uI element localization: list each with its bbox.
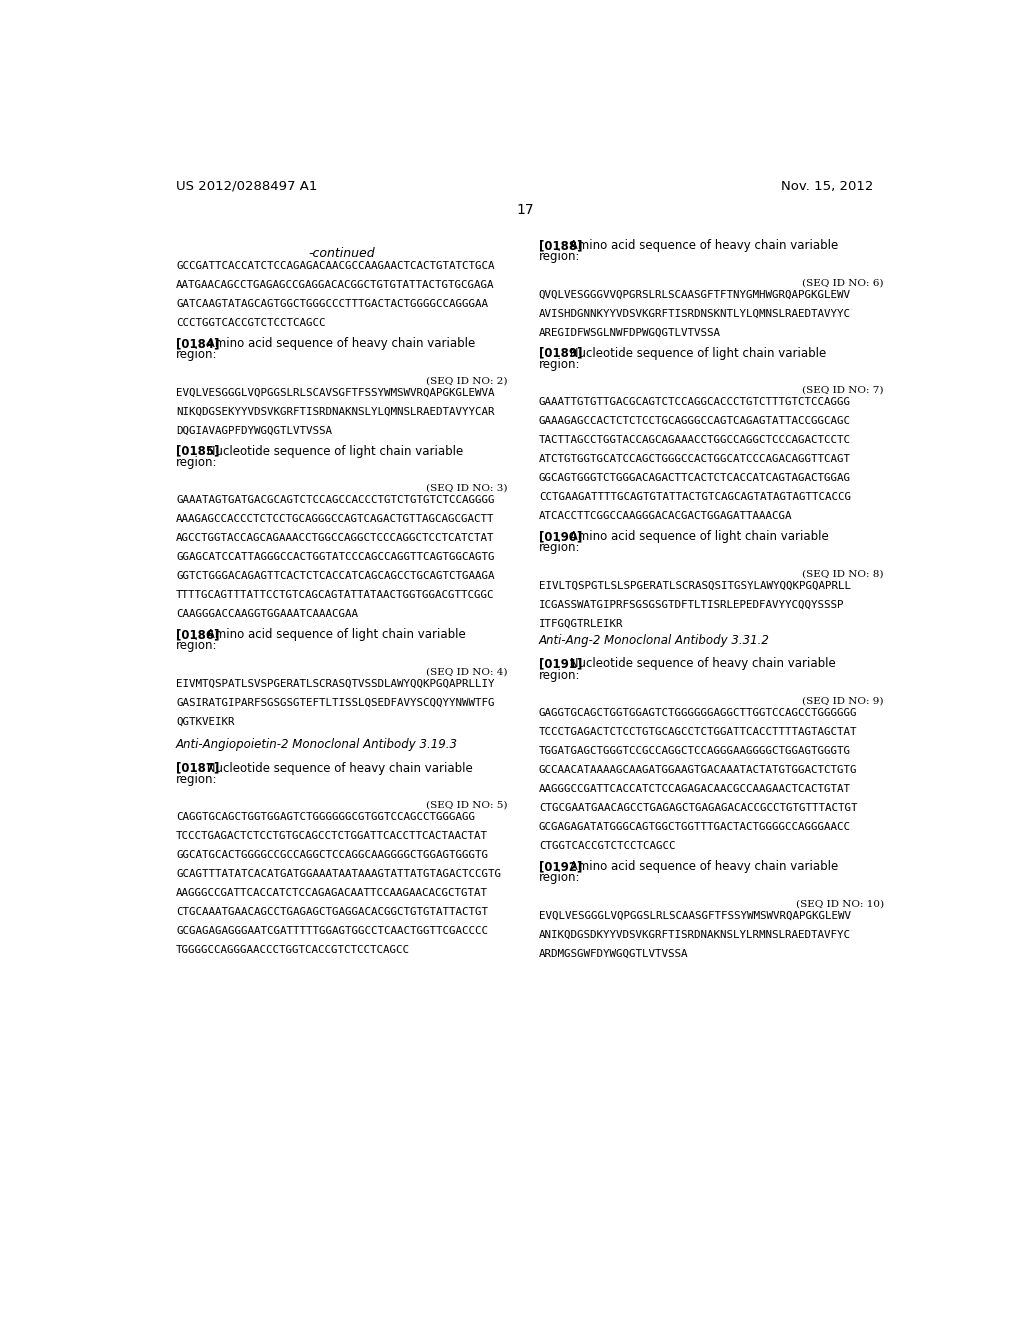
Text: (SEQ ID NO: 7): (SEQ ID NO: 7) xyxy=(802,385,884,395)
Text: GATCAAGTATAGCAGTGGCTGGGCCCTTTGACTACTGGGGCCAGGGAA: GATCAAGTATAGCAGTGGCTGGGCCCTTTGACTACTGGGG… xyxy=(176,300,488,309)
Text: region:: region: xyxy=(539,541,581,554)
Text: Nucleotide sequence of light chain variable: Nucleotide sequence of light chain varia… xyxy=(565,347,826,359)
Text: region:: region: xyxy=(539,251,581,264)
Text: Anti-Angiopoietin-2 Monoclonal Antibody 3.19.3: Anti-Angiopoietin-2 Monoclonal Antibody … xyxy=(176,738,458,751)
Text: AAGGGCCGATTCACCATCTCCAGAGACAACGCCAAGAACTCACTGTAT: AAGGGCCGATTCACCATCTCCAGAGACAACGCCAAGAACT… xyxy=(539,784,851,795)
Text: GGAGCATCCATTAGGGCCACTGGTATCCCAGCCAGGTTCAGTGGCAGTG: GGAGCATCCATTAGGGCCACTGGTATCCCAGCCAGGTTCA… xyxy=(176,552,495,562)
Text: GCCAACATAAAAGCAAGATGGAAGTGACAAATACTATGTGGACTCTGTG: GCCAACATAAAAGCAAGATGGAAGTGACAAATACTATGTG… xyxy=(539,766,857,775)
Text: QGTKVEIKR: QGTKVEIKR xyxy=(176,717,234,727)
Text: GCGAGAGATATGGGCAGTGGCTGGTTTGACTACTGGGGCCAGGGAACC: GCGAGAGATATGGGCAGTGGCTGGTTTGACTACTGGGGCC… xyxy=(539,822,851,832)
Text: AVISHDGNNKYYVDSVKGRFTISRDNSKNTLYLQMNSLRAEDTAVYYC: AVISHDGNNKYYVDSVKGRFTISRDNSKNTLYLQMNSLRA… xyxy=(539,309,851,318)
Text: [0191]: [0191] xyxy=(539,657,582,671)
Text: [0184]: [0184] xyxy=(176,337,219,350)
Text: GGTCTGGGACAGAGTTCACTCTCACCATCAGCAGCCTGCAGTCTGAAGA: GGTCTGGGACAGAGTTCACTCTCACCATCAGCAGCCTGCA… xyxy=(176,572,495,581)
Text: Amino acid sequence of heavy chain variable: Amino acid sequence of heavy chain varia… xyxy=(565,861,838,873)
Text: region:: region: xyxy=(539,358,581,371)
Text: EIVMTQSPATLSVSPGERATLSCRASQTVSSDLAWYQQKPGQAPRLLIY: EIVMTQSPATLSVSPGERATLSCRASQTVSSDLAWYQQKP… xyxy=(176,678,495,689)
Text: (SEQ ID NO: 8): (SEQ ID NO: 8) xyxy=(802,570,884,578)
Text: [0190]: [0190] xyxy=(539,531,582,544)
Text: region:: region: xyxy=(539,668,581,681)
Text: GCGAGAGAGGGAATCGATTTTTGGAGTGGCCTCAACTGGTTCGACCCC: GCGAGAGAGGGAATCGATTTTTGGAGTGGCCTCAACTGGT… xyxy=(176,927,488,936)
Text: TGGATGAGCTGGGTCCGCCAGGCTCCAGGGAAGGGGCTGGAGTGGGTG: TGGATGAGCTGGGTCCGCCAGGCTCCAGGGAAGGGGCTGG… xyxy=(539,746,851,756)
Text: AAGGGCCGATTCACCATCTCCAGAGACAATTCCAAGAACACGCTGTAT: AAGGGCCGATTCACCATCTCCAGAGACAATTCCAAGAACA… xyxy=(176,888,488,898)
Text: ATCTGTGGTGCATCCAGCTGGGCCACTGGCATCCCAGACAGGTTCAGT: ATCTGTGGTGCATCCAGCTGGGCCACTGGCATCCCAGACA… xyxy=(539,454,851,465)
Text: (SEQ ID NO: 4): (SEQ ID NO: 4) xyxy=(426,668,508,677)
Text: Nucleotide sequence of heavy chain variable: Nucleotide sequence of heavy chain varia… xyxy=(203,762,473,775)
Text: TCCCTGAGACTCTCCTGTGCAGCCTCTGGATTCACCTTTTAGTAGCTAT: TCCCTGAGACTCTCCTGTGCAGCCTCTGGATTCACCTTTT… xyxy=(539,727,857,737)
Text: CAGGTGCAGCTGGTGGAGTCTGGGGGGCGTGGTCCAGCCTGGGAGG: CAGGTGCAGCTGGTGGAGTCTGGGGGGCGTGGTCCAGCCT… xyxy=(176,812,475,822)
Text: DQGIAVAGPFDYWGQGTLVTVSSA: DQGIAVAGPFDYWGQGTLVTVSSA xyxy=(176,426,332,436)
Text: CTGGTCACCGTCTCCTCAGCC: CTGGTCACCGTCTCCTCAGCC xyxy=(539,841,675,851)
Text: AAAGAGCCACCCTCTCCTGCAGGGCCAGTCAGACTGTTAGCAGCGACTT: AAAGAGCCACCCTCTCCTGCAGGGCCAGTCAGACTGTTAG… xyxy=(176,515,495,524)
Text: CCTGAAGATTTTGCAGTGTATTACTGTCAGCAGTATAGTAGTTCACCG: CCTGAAGATTTTGCAGTGTATTACTGTCAGCAGTATAGTA… xyxy=(539,492,851,503)
Text: (SEQ ID NO: 6): (SEQ ID NO: 6) xyxy=(802,279,884,288)
Text: region:: region: xyxy=(539,871,581,884)
Text: [0185]: [0185] xyxy=(176,445,219,458)
Text: ICGASSWATGIPRFSGSGSGTDFTLTISRLEPEDFAVYYCQQYSSSP: ICGASSWATGIPRFSGSGSGTDFTLTISRLEPEDFAVYYC… xyxy=(539,599,844,610)
Text: [0187]: [0187] xyxy=(176,762,219,775)
Text: CTGCAAATGAACAGCCTGAGAGCTGAGGACACGGCTGTGTATTACTGT: CTGCAAATGAACAGCCTGAGAGCTGAGGACACGGCTGTGT… xyxy=(176,907,488,917)
Text: QVQLVESGGGVVQPGRSLRLSCAASGFTFTNYGMHWGRQAPGKGLEWV: QVQLVESGGGVVQPGRSLRLSCAASGFTFTNYGMHWGRQA… xyxy=(539,289,851,300)
Text: [0188]: [0188] xyxy=(539,239,583,252)
Text: Nucleotide sequence of heavy chain variable: Nucleotide sequence of heavy chain varia… xyxy=(565,657,836,671)
Text: (SEQ ID NO: 9): (SEQ ID NO: 9) xyxy=(802,697,884,706)
Text: (SEQ ID NO: 10): (SEQ ID NO: 10) xyxy=(796,899,884,908)
Text: region:: region: xyxy=(176,348,217,362)
Text: US 2012/0288497 A1: US 2012/0288497 A1 xyxy=(176,180,317,193)
Text: region:: region: xyxy=(176,639,217,652)
Text: TGGGGCCAGGGAACCCTGGTCACCGTCTCCTCAGCC: TGGGGCCAGGGAACCCTGGTCACCGTCTCCTCAGCC xyxy=(176,945,410,956)
Text: CAAGGGACCAAGGTGGAAATCAAACGAA: CAAGGGACCAAGGTGGAAATCAAACGAA xyxy=(176,610,358,619)
Text: EIVLTQSPGTLSLSPGERATLSCRASQSITGSYLAWYQQKPGQAPRLL: EIVLTQSPGTLSLSPGERATLSCRASQSITGSYLAWYQQK… xyxy=(539,581,851,591)
Text: EVQLVESGGGLVQPGGSLRLSCAVSGFTFSSYWMSWVRQAPGKGLEWVA: EVQLVESGGGLVQPGGSLRLSCAVSGFTFSSYWMSWVRQA… xyxy=(176,388,495,397)
Text: ANIKQDGSDKYYVDSVKGRFTISRDNAKNSLYLRMNSLRAEDTAVFYC: ANIKQDGSDKYYVDSVKGRFTISRDNAKNSLYLRMNSLRA… xyxy=(539,929,851,940)
Text: (SEQ ID NO: 3): (SEQ ID NO: 3) xyxy=(426,484,508,492)
Text: (SEQ ID NO: 2): (SEQ ID NO: 2) xyxy=(426,376,508,385)
Text: GGCAGTGGGTCTGGGACAGACTTCACTCTCACCATCAGTAGACTGGAG: GGCAGTGGGTCTGGGACAGACTTCACTCTCACCATCAGTA… xyxy=(539,474,851,483)
Text: GASIRATGIPARFSGSGSGTEFTLTISSLQSEDFAVYSCQQYYNWWTFG: GASIRATGIPARFSGSGSGTEFTLTISSLQSEDFAVYSCQ… xyxy=(176,698,495,708)
Text: AREGIDFWSGLNWFDPWGQGTLVTVSSA: AREGIDFWSGLNWFDPWGQGTLVTVSSA xyxy=(539,327,721,338)
Text: [0192]: [0192] xyxy=(539,861,582,873)
Text: TTTTGCAGTTTATTCCTGTCAGCAGTATTATAACTGGTGGACGTTCGGC: TTTTGCAGTTTATTCCTGTCAGCAGTATTATAACTGGTGG… xyxy=(176,590,495,601)
Text: EVQLVESGGGLVQPGGSLRLSCAASGFTFSSYWMSWVRQAPGKGLEWV: EVQLVESGGGLVQPGGSLRLSCAASGFTFSSYWMSWVRQA… xyxy=(539,911,851,920)
Text: CCCTGGTCACCGTCTCCTCAGCC: CCCTGGTCACCGTCTCCTCAGCC xyxy=(176,318,326,329)
Text: NIKQDGSEKYYVDSVKGRFTISRDNAKNSLYLQMNSLRAEDTAVYYCAR: NIKQDGSEKYYVDSVKGRFTISRDNAKNSLYLQMNSLRAE… xyxy=(176,407,495,417)
Text: GCCGATTCACCATCTCCAGAGACAACGCCAAGAACTCACTGTATCTGCA: GCCGATTCACCATCTCCAGAGACAACGCCAAGAACTCACT… xyxy=(176,261,495,271)
Text: GGCATGCACTGGGGCCGCCAGGCTCCAGGCAAGGGGCTGGAGTGGGTG: GGCATGCACTGGGGCCGCCAGGCTCCAGGCAAGGGGCTGG… xyxy=(176,850,488,861)
Text: ATCACCTTCGGCCAAGGGACACGACTGGAGATTAAACGA: ATCACCTTCGGCCAAGGGACACGACTGGAGATTAAACGA xyxy=(539,511,793,521)
Text: [0186]: [0186] xyxy=(176,628,219,642)
Text: Amino acid sequence of heavy chain variable: Amino acid sequence of heavy chain varia… xyxy=(565,239,838,252)
Text: (SEQ ID NO: 5): (SEQ ID NO: 5) xyxy=(426,801,508,809)
Text: GCAGTTTATATCACATGATGGAAATAATAAAGTATTATGTAGACTCCGTG: GCAGTTTATATCACATGATGGAAATAATAAAGTATTATGT… xyxy=(176,869,501,879)
Text: 17: 17 xyxy=(516,203,534,216)
Text: GAAAGAGCCACTCTCTCCTGCAGGGCCAGTCAGAGTATTACCGGCAGC: GAAAGAGCCACTCTCTCCTGCAGGGCCAGTCAGAGTATTA… xyxy=(539,416,851,426)
Text: ITFGQGTRLEIKR: ITFGQGTRLEIKR xyxy=(539,619,624,628)
Text: TCCCTGAGACTCTCCTGTGCAGCCTCTGGATTCACCTTCACTAACTAT: TCCCTGAGACTCTCCTGTGCAGCCTCTGGATTCACCTTCA… xyxy=(176,832,488,841)
Text: ARDMGSGWFDYWGQGTLVTVSSA: ARDMGSGWFDYWGQGTLVTVSSA xyxy=(539,949,688,958)
Text: Nucleotide sequence of light chain variable: Nucleotide sequence of light chain varia… xyxy=(203,445,463,458)
Text: Amino acid sequence of heavy chain variable: Amino acid sequence of heavy chain varia… xyxy=(203,337,475,350)
Text: Nov. 15, 2012: Nov. 15, 2012 xyxy=(781,180,873,193)
Text: [0189]: [0189] xyxy=(539,347,583,359)
Text: Anti-Ang-2 Monoclonal Antibody 3.31.2: Anti-Ang-2 Monoclonal Antibody 3.31.2 xyxy=(539,634,770,647)
Text: Amino acid sequence of light chain variable: Amino acid sequence of light chain varia… xyxy=(203,628,466,642)
Text: GAAATTGTGTTGACGCAGTCTCCAGGCACCCTGTCTTTGTCTCCAGGG: GAAATTGTGTTGACGCAGTCTCCAGGCACCCTGTCTTTGT… xyxy=(539,397,851,407)
Text: AATGAACAGCCTGAGAGCCGAGGACACGGCTGTGTATTACTGTGCGAGA: AATGAACAGCCTGAGAGCCGAGGACACGGCTGTGTATTAC… xyxy=(176,280,495,290)
Text: -continued: -continued xyxy=(308,247,375,260)
Text: CTGCGAATGAACAGCCTGAGAGCTGAGAGACACCGCCTGTGTTTACTGT: CTGCGAATGAACAGCCTGAGAGCTGAGAGACACCGCCTGT… xyxy=(539,803,857,813)
Text: TACTTAGCCTGGTACCAGCAGAAACCTGGCCAGGCTCCCAGACTCCTC: TACTTAGCCTGGTACCAGCAGAAACCTGGCCAGGCTCCCA… xyxy=(539,436,851,445)
Text: region:: region: xyxy=(176,772,217,785)
Text: GAGGTGCAGCTGGTGGAGTCTGGGGGGAGGCTTGGTCCAGCCTGGGGGG: GAGGTGCAGCTGGTGGAGTCTGGGGGGAGGCTTGGTCCAG… xyxy=(539,708,857,718)
Text: GAAATAGTGATGACGCAGTCTCCAGCCACCCTGTCTGTGTCTCCAGGGG: GAAATAGTGATGACGCAGTCTCCAGCCACCCTGTCTGTGT… xyxy=(176,495,495,506)
Text: region:: region: xyxy=(176,455,217,469)
Text: AGCCTGGTACCAGCAGAAACCTGGCCAGGCTCCCAGGCTCCTCATCTAT: AGCCTGGTACCAGCAGAAACCTGGCCAGGCTCCCAGGCTC… xyxy=(176,533,495,544)
Text: Amino acid sequence of light chain variable: Amino acid sequence of light chain varia… xyxy=(565,531,828,544)
